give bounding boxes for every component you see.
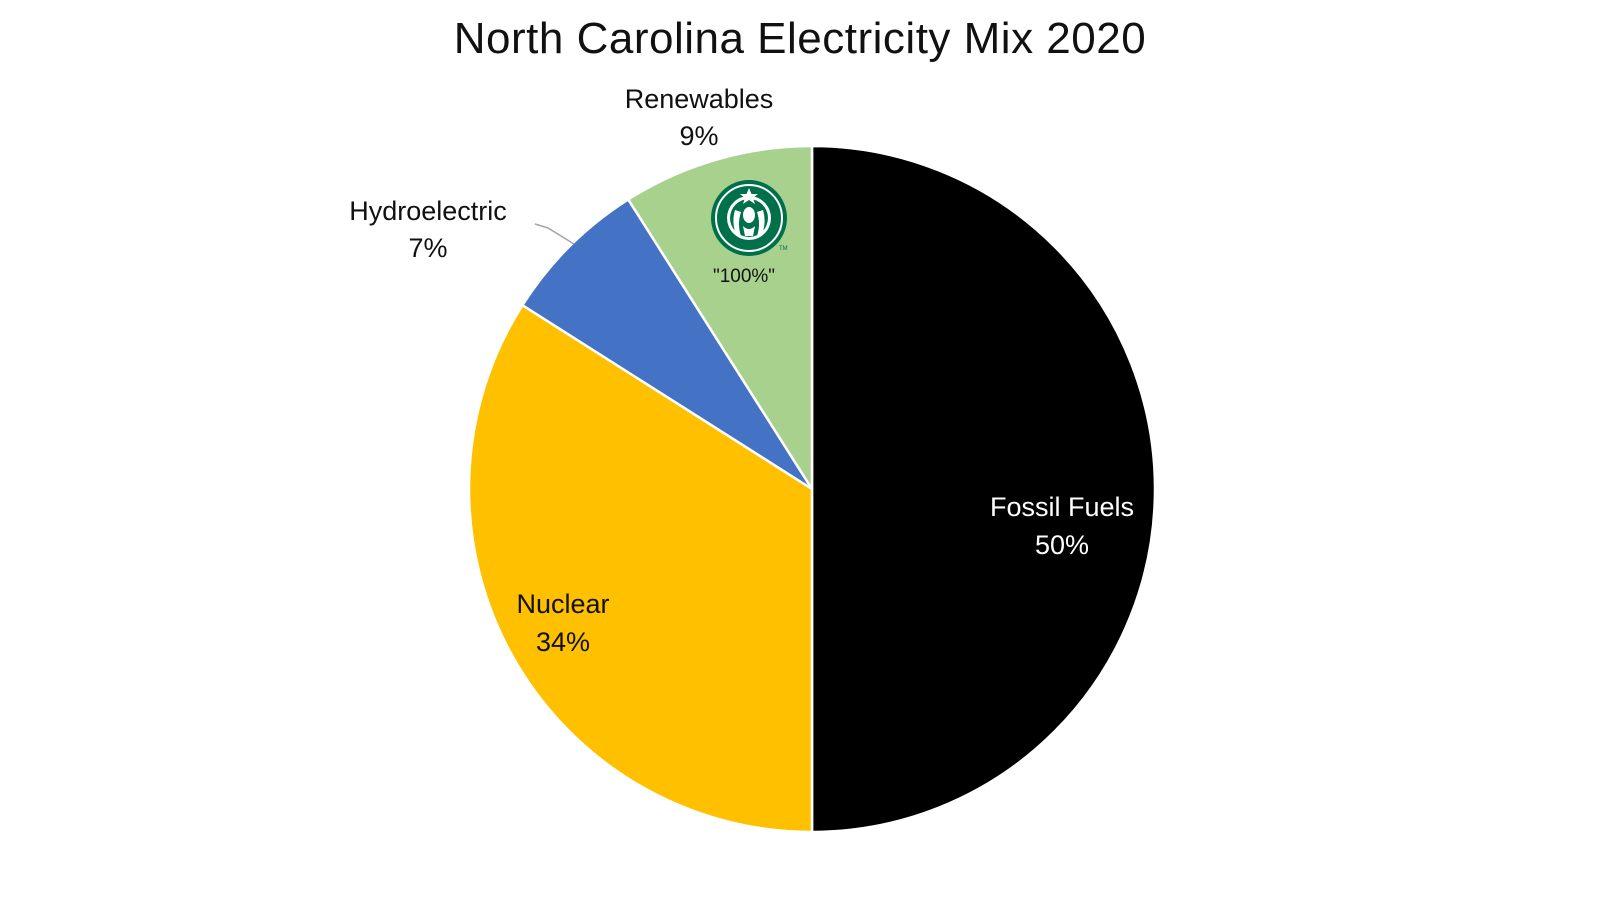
slice-value-fossil-fuels: 50% [1035,530,1089,560]
slice-label-nuclear: Nuclear [516,589,609,619]
slice-value-nuclear: 34% [536,627,590,657]
slice-label-hydroelectric: Hydroelectric [349,196,507,226]
slice-label-fossil-fuels: Fossil Fuels [990,492,1134,522]
chart-title: North Carolina Electricity Mix 2020 [453,14,1147,63]
hydroelectric-leader-line [534,223,575,245]
slice-value-renewables: 9% [679,121,718,151]
slice-label-renewables: Renewables [625,84,774,114]
pie-slices [467,144,1157,834]
slice-value-hydroelectric: 7% [408,233,447,263]
pie-slice-hydroelectric [521,198,814,491]
pie-slice-nuclear [467,303,814,834]
starbucks-logo-icon: TM [711,180,788,256]
pie-slice-fossil-fuels [810,144,1157,834]
annotation-100-percent: "100%" [713,266,775,287]
svg-text:TM: TM [779,246,788,252]
